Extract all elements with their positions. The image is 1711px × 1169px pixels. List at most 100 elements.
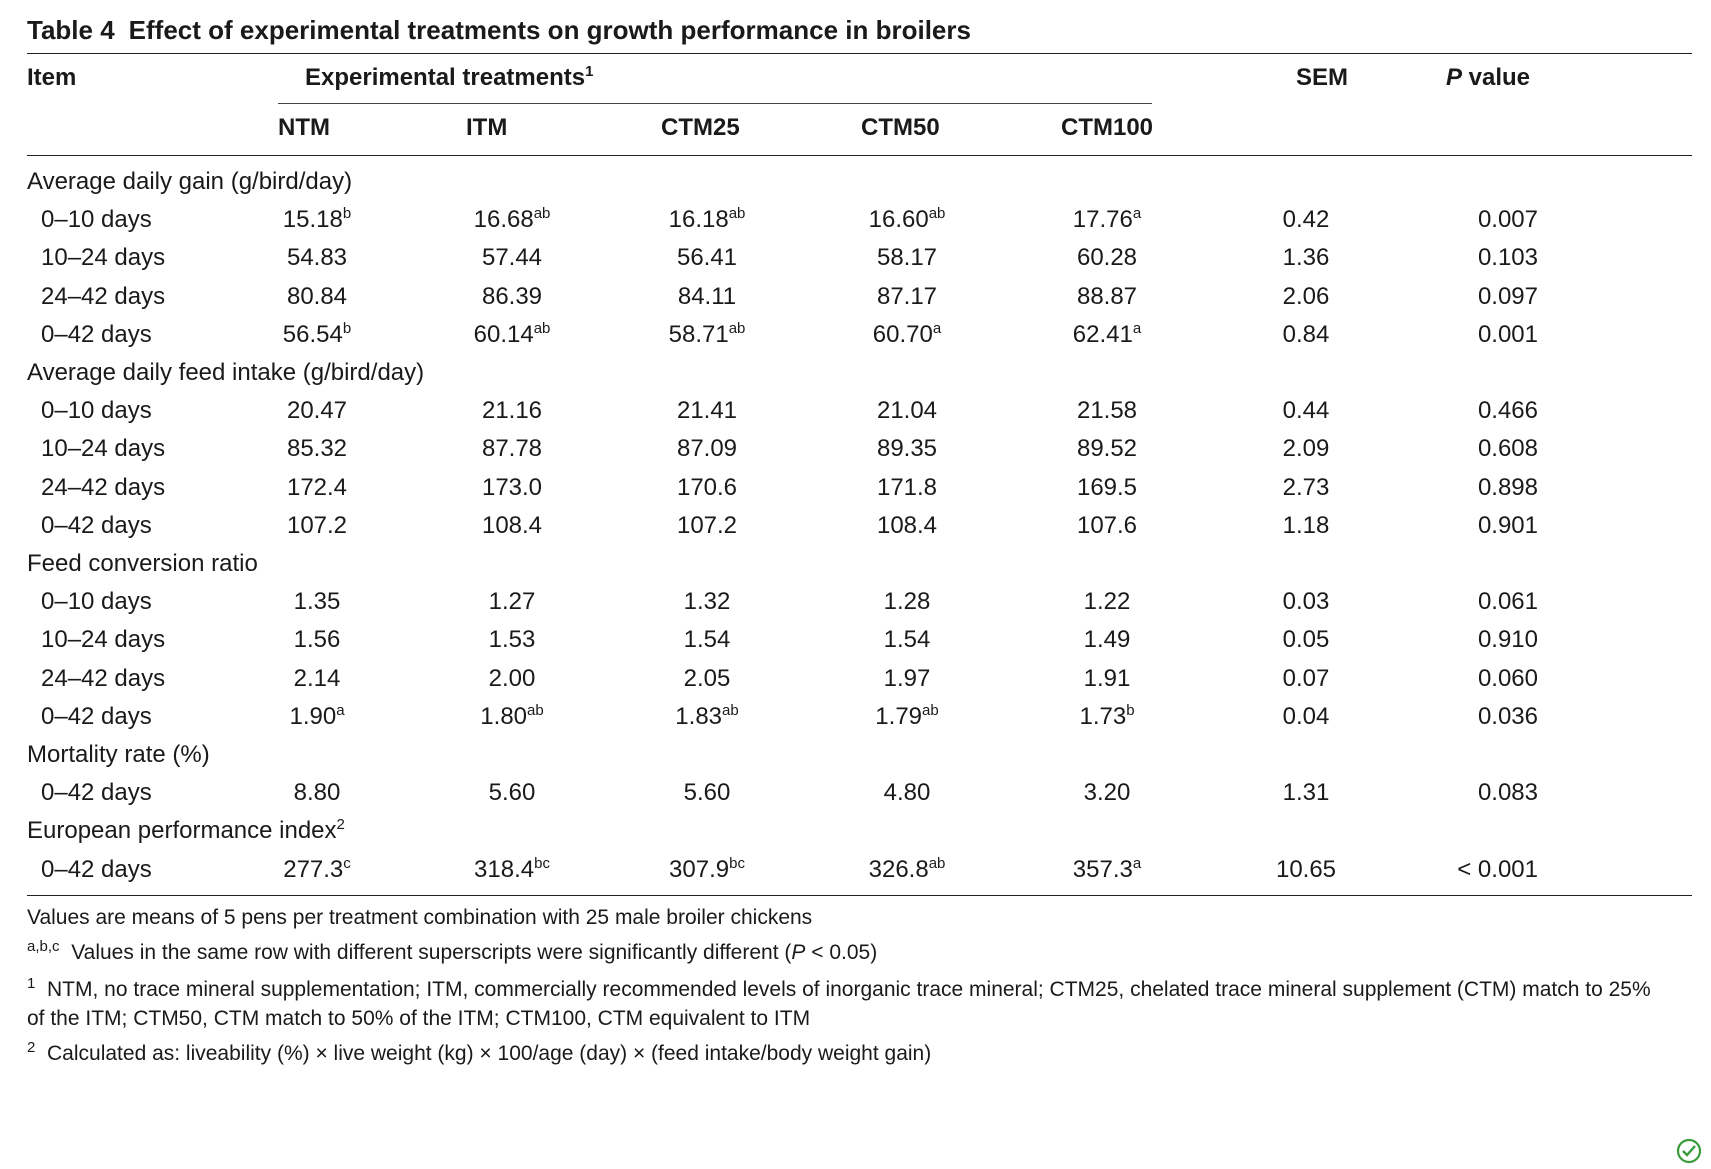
table-cell: 1.28 xyxy=(817,588,997,616)
cell-value: 107.2 xyxy=(676,512,738,539)
cell-value: 1.54 xyxy=(883,626,931,653)
table-cell: 54.83 xyxy=(227,244,407,272)
cell-value: 108.4 xyxy=(481,512,543,539)
cell-value: 172.4 xyxy=(286,474,348,501)
table-cell: 89.52 xyxy=(1017,435,1197,463)
footnote-1: 1 NTM, no trace mineral supplementation;… xyxy=(27,975,1667,1033)
p-value: 0.060 xyxy=(1477,665,1538,692)
table-cell: 4.80 xyxy=(817,779,997,807)
table-cell: 171.8 xyxy=(817,474,997,502)
table-cell: 87.78 xyxy=(422,435,602,463)
table-number: Table 4 xyxy=(27,15,115,45)
cell-value: 318.4 xyxy=(474,856,535,883)
footnote-significance: a,b,c Values in the same row with differ… xyxy=(27,938,1692,967)
table-cell: 1.97 xyxy=(817,665,997,693)
sem-value: 0.42 xyxy=(1282,206,1330,233)
table-cell: 60.14ab xyxy=(422,321,602,349)
cell-value: 169.5 xyxy=(1076,474,1138,501)
cell-value: 1.28 xyxy=(883,588,931,615)
sem-value: 2.09 xyxy=(1282,435,1330,462)
table-cell: 89.35 xyxy=(817,435,997,463)
row-item-label: 0–42 days xyxy=(41,512,152,539)
table-cell: 21.04 xyxy=(817,397,997,425)
sem-value: 0.07 xyxy=(1282,665,1330,692)
footnote-sig-p: P xyxy=(791,941,806,964)
row-item-label: 24–42 days xyxy=(41,474,166,501)
table-cell: 86.39 xyxy=(422,283,602,311)
table-cell: 1.91 xyxy=(1017,665,1197,693)
cell-value: 17.76 xyxy=(1072,206,1133,233)
table-cell: 1.56 xyxy=(227,626,407,654)
row-item-label: 24–42 days xyxy=(41,665,166,692)
table-cell: 56.54b xyxy=(227,321,407,349)
cell-value: 1.54 xyxy=(683,626,731,653)
table-cell: 173.0 xyxy=(422,474,602,502)
table-cell: 60.70a xyxy=(817,321,997,349)
cell-value: 85.32 xyxy=(286,435,348,462)
cell-value: 16.60 xyxy=(868,206,929,233)
section-label-text: Average daily gain (g/bird/day) xyxy=(27,168,353,195)
cell-value: 3.20 xyxy=(1083,779,1131,806)
table-cell: 5.60 xyxy=(422,779,602,807)
header-treatment-ntm: NTM xyxy=(278,114,330,141)
sem-value: 0.84 xyxy=(1282,321,1330,348)
footnote-sig-text: Values in the same row with different su… xyxy=(71,941,792,964)
table-cell: 277.3c xyxy=(227,856,407,884)
table-cell: 107.2 xyxy=(617,512,797,540)
cell-value: 84.11 xyxy=(677,283,737,310)
cell-value: 8.80 xyxy=(293,779,341,806)
sem-value: 0.03 xyxy=(1282,588,1330,615)
cell-value: 1.56 xyxy=(293,626,341,653)
p-value: < 0.001 xyxy=(1457,856,1538,883)
cell-value: 20.47 xyxy=(286,397,348,424)
sem-value: 0.05 xyxy=(1282,626,1330,653)
header-sem: SEM xyxy=(1295,64,1348,91)
cell-superscript: b xyxy=(342,205,352,222)
cell-value: 5.60 xyxy=(683,779,731,806)
cell-superscript: ab xyxy=(728,320,746,337)
table-cell: 1.27 xyxy=(422,588,602,616)
cell-superscript: ab xyxy=(922,702,939,719)
table-cell: 1.80ab xyxy=(422,703,602,731)
cell-value: 170.6 xyxy=(676,474,738,501)
cell-value: 89.52 xyxy=(1076,435,1138,462)
cell-superscript: ab xyxy=(533,205,551,222)
sem-value: 2.73 xyxy=(1282,474,1330,501)
table-title: Table 4 Effect of experimental treatments… xyxy=(27,8,1692,52)
table-cell: 1.54 xyxy=(617,626,797,654)
table-cell: 1.83ab xyxy=(617,703,797,731)
cell-value: 1.27 xyxy=(488,588,536,615)
top-rule xyxy=(27,53,1692,54)
cell-value: 2.00 xyxy=(488,665,536,692)
section-label-text: Feed conversion ratio xyxy=(27,550,258,577)
cell-value: 107.6 xyxy=(1076,512,1138,539)
header-pvalue-p: P xyxy=(1445,64,1462,91)
cell-superscript: a xyxy=(1132,855,1142,872)
table-cell: 5.60 xyxy=(617,779,797,807)
cell-superscript: b xyxy=(1126,702,1135,719)
section-label-text: Average daily feed intake (g/bird/day) xyxy=(27,359,425,386)
table-cell: 1.73b xyxy=(1017,703,1197,731)
cell-superscript: ab xyxy=(928,205,946,222)
section-label: Average daily gain (g/bird/day) xyxy=(27,168,352,196)
cell-value: 1.73 xyxy=(1079,703,1127,730)
header-treatment-ctm25: CTM25 xyxy=(661,114,740,141)
table-cell: 21.41 xyxy=(617,397,797,425)
table-cell: 107.6 xyxy=(1017,512,1197,540)
cell-value: 80.84 xyxy=(286,283,348,310)
table-cell: 1.54 xyxy=(817,626,997,654)
row-item-label: 10–24 days xyxy=(41,626,166,653)
footnote-general: Values are means of 5 pens per treatment… xyxy=(27,906,813,929)
table-cell: 2.14 xyxy=(227,665,407,693)
table-cell: 3.20 xyxy=(1017,779,1197,807)
row-item-label: 0–42 days xyxy=(41,779,152,806)
section-label: European performance index2 xyxy=(27,817,345,845)
section-label-text: European performance index xyxy=(27,817,337,844)
cell-value: 88.87 xyxy=(1076,283,1138,310)
cell-value: 54.83 xyxy=(286,244,348,271)
bottom-rule xyxy=(27,895,1692,896)
table-cell: 8.80 xyxy=(227,779,407,807)
cell-value: 15.18 xyxy=(282,206,343,233)
sem-value: 1.31 xyxy=(1282,779,1330,806)
cell-value: 1.79 xyxy=(875,703,923,730)
